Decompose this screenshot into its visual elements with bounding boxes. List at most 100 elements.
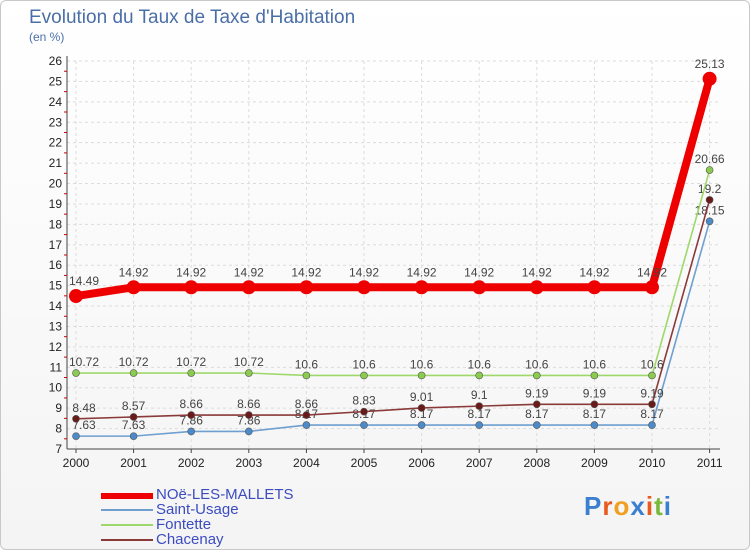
data-point <box>357 280 371 295</box>
logo-letter: r <box>602 491 614 521</box>
data-point <box>302 411 311 419</box>
data-point <box>129 413 138 421</box>
x-tick-label: 2005 <box>351 456 378 470</box>
data-label: 10.6 <box>525 357 549 371</box>
data-point <box>69 289 83 304</box>
data-point <box>417 421 426 429</box>
data-label: 14.92 <box>464 265 494 279</box>
data-label: 25.13 <box>695 57 725 71</box>
y-tick-label: 26 <box>49 54 63 68</box>
data-label: 8.66 <box>295 397 319 411</box>
data-label: 8.17 <box>410 407 434 421</box>
x-tick-label: 2009 <box>581 456 608 470</box>
data-point <box>475 402 484 410</box>
data-label: 9.19 <box>583 386 607 400</box>
data-point <box>590 421 599 429</box>
y-tick-label: 15 <box>49 279 63 293</box>
data-point <box>648 400 656 409</box>
data-label: 10.6 <box>410 357 434 371</box>
data-point <box>245 369 253 377</box>
data-point <box>590 371 599 380</box>
data-label: 10.72 <box>176 355 206 369</box>
y-axis-unit: (en %) <box>29 30 65 44</box>
y-tick-label: 11 <box>50 360 63 374</box>
data-label: 14.92 <box>176 265 206 279</box>
data-label: 8.66 <box>237 397 261 411</box>
y-tick-label: 19 <box>49 197 63 211</box>
data-point <box>72 414 80 423</box>
data-point <box>187 369 195 377</box>
data-label: 10.6 <box>583 357 607 371</box>
data-label: 14.92 <box>349 265 379 279</box>
x-tick-label: 2000 <box>63 456 90 470</box>
y-tick-label: 7 <box>55 442 62 456</box>
data-point <box>532 371 541 380</box>
data-label: 14.92 <box>291 265 321 279</box>
legend-line-fontette <box>101 524 153 526</box>
data-point <box>645 280 659 295</box>
data-point <box>360 371 368 380</box>
data-label: 10.6 <box>640 357 664 371</box>
chart-title: Evolution du Taux de Taxe d'Habitation <box>29 7 356 28</box>
data-label: 14.92 <box>119 265 149 279</box>
data-label: 10.72 <box>234 355 264 369</box>
data-label: 9.1 <box>471 388 488 402</box>
y-tick-label: 23 <box>49 115 63 129</box>
data-point <box>241 280 256 295</box>
y-tick-label: 21 <box>49 156 63 170</box>
data-label: 8.17 <box>525 407 549 421</box>
legend-label-chacenay: Chacenay <box>156 531 224 548</box>
logo-letter: t <box>654 491 664 521</box>
data-label: 7.63 <box>122 418 146 432</box>
data-point <box>472 280 487 295</box>
series-line-2 <box>75 169 711 377</box>
data-point <box>417 404 426 412</box>
data-point <box>245 427 253 436</box>
data-point <box>299 280 314 295</box>
data-point <box>184 280 199 295</box>
data-point <box>129 432 138 440</box>
y-tick-label: 16 <box>49 258 63 272</box>
data-label: 14.92 <box>522 265 552 279</box>
x-tick-label: 2001 <box>120 456 147 470</box>
data-label: 10.6 <box>352 357 376 371</box>
x-tick-label: 2006 <box>408 456 435 470</box>
data-point <box>529 280 544 295</box>
y-tick-label: 14 <box>49 299 63 313</box>
data-point <box>590 400 599 409</box>
y-tick-label: 20 <box>49 177 63 191</box>
data-point <box>360 421 368 429</box>
data-label: 8.83 <box>352 394 376 408</box>
proxiti-logo: Proxiti <box>584 491 672 522</box>
data-point <box>532 400 541 409</box>
data-label: 8.66 <box>180 397 204 411</box>
data-point <box>417 371 426 380</box>
data-label: 14.49 <box>69 274 99 288</box>
x-tick-label: 2010 <box>639 456 666 470</box>
data-label: 8.48 <box>72 401 96 415</box>
y-tick-label: 22 <box>49 136 63 150</box>
x-tick-label: 2002 <box>178 456 205 470</box>
data-point <box>129 369 138 377</box>
y-tick-label: 9 <box>55 401 62 415</box>
data-point <box>648 421 656 429</box>
data-label: 8.17 <box>640 407 664 421</box>
data-point <box>648 371 656 380</box>
data-point <box>475 371 484 380</box>
logo-letter: P <box>584 491 603 521</box>
data-point <box>705 217 714 226</box>
data-point <box>302 421 311 429</box>
data-label: 7.86 <box>237 413 261 427</box>
legend-label-noe: NOë-LES-MALLETS <box>156 486 294 503</box>
data-point <box>587 280 602 295</box>
data-point <box>705 196 714 204</box>
data-point <box>705 166 714 174</box>
data-label: 19.2 <box>698 182 722 196</box>
data-point <box>187 411 195 419</box>
y-tick-label: 17 <box>49 238 63 252</box>
data-label: 14.92 <box>407 265 437 279</box>
legend-line-noe <box>101 493 153 499</box>
y-tick-label: 25 <box>49 74 63 88</box>
y-tick-label: 10 <box>49 381 63 395</box>
